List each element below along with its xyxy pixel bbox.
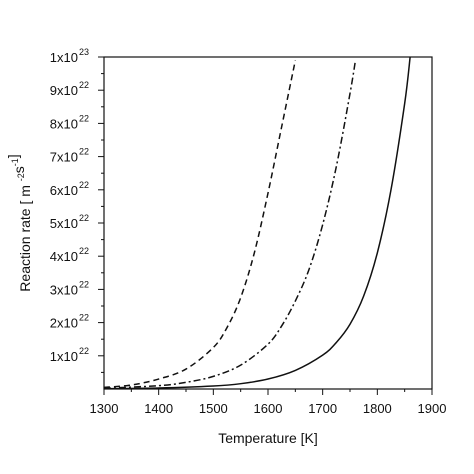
x-tick-label: 1300 (90, 401, 119, 416)
y-title-superscript: -1 (10, 158, 20, 166)
plot-border (103, 56, 433, 390)
y-tick-exponent: 23 (79, 47, 89, 57)
y-tick-label: 7x10 (50, 150, 78, 165)
y-tick-label: 1x10 (50, 349, 78, 364)
series-line-dashdot (103, 60, 357, 390)
x-axis-title: Temperature [K] (218, 430, 318, 446)
y-tick-exponent: 22 (79, 246, 89, 256)
x-tick-label: 1800 (363, 401, 392, 416)
x-tick-label: 1400 (144, 401, 173, 416)
y-tick-label: 9x10 (50, 83, 78, 98)
series-line-dashed (103, 60, 297, 389)
y-tick-label: 1x10 (50, 50, 78, 65)
x-tick-label: 1900 (418, 401, 447, 416)
y-title-part: Reaction rate [ m (17, 185, 33, 292)
y-title-part: ] (5, 154, 21, 158)
y-tick-exponent: 22 (79, 80, 89, 90)
y-tick-exponent: 22 (79, 313, 89, 323)
y-tick-label: 5x10 (50, 216, 78, 231)
y-tick-label: 6x10 (50, 183, 78, 198)
y-tick-exponent: 22 (79, 279, 89, 289)
y-title-part: s (11, 166, 27, 173)
series-lines (103, 56, 411, 390)
x-tick-label: 1700 (308, 401, 337, 416)
y-tick-label: 4x10 (50, 249, 78, 264)
y-tick-exponent: 22 (79, 113, 89, 123)
y-axis-title: Reaction rate [ m -2s-1] (5, 154, 33, 291)
y-tick-label: 8x10 (50, 116, 78, 131)
x-axis-ticks: 1300 1400 1500 1600 1700 1800 1900 (90, 389, 447, 416)
y-tick-label: 2x10 (50, 316, 78, 331)
y-tick-exponent: 22 (79, 147, 89, 157)
x-tick-label: 1500 (199, 401, 228, 416)
y-tick-label: 3x10 (50, 282, 78, 297)
y-tick-exponent: 22 (79, 346, 89, 356)
y-tick-exponent: 22 (79, 213, 89, 223)
y-title-superscript: -2 (16, 173, 26, 181)
y-tick-exponent: 22 (79, 180, 89, 190)
series-line-solid (103, 56, 411, 390)
plot-frame (103, 56, 433, 390)
x-tick-label: 1600 (254, 401, 283, 416)
